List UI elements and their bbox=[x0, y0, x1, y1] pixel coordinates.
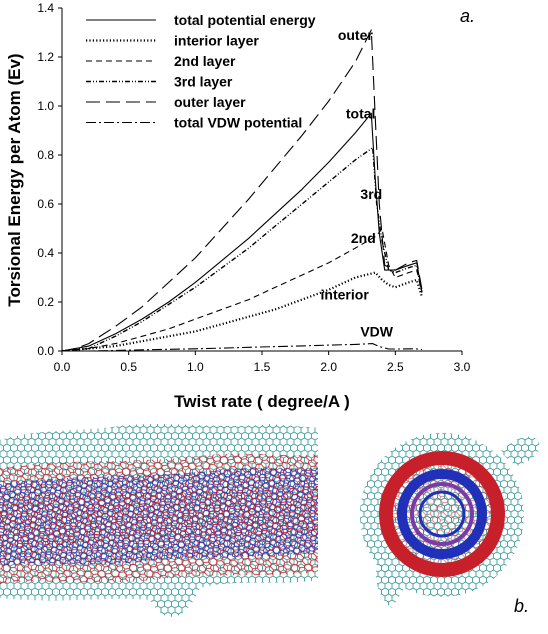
legend: total potential energy interior layer 2nd … bbox=[86, 12, 316, 131]
nanotube-cross-section bbox=[360, 433, 540, 608]
legend-entry-label: 2nd layer bbox=[174, 53, 236, 69]
series-group bbox=[62, 29, 424, 351]
series-line-solid bbox=[62, 112, 423, 351]
x-tick-label: 0.0 bbox=[54, 360, 71, 374]
x-tick-label: 1.0 bbox=[187, 360, 204, 374]
annotation-label: 3rd bbox=[360, 186, 382, 202]
panel-label-a: a. bbox=[460, 6, 475, 26]
series-line-short-dash bbox=[62, 227, 423, 351]
y-tick-label: 1.0 bbox=[37, 99, 54, 113]
legend-entry-label: total VDW potential bbox=[174, 115, 302, 131]
annotation-label: 2nd bbox=[351, 230, 376, 246]
x-tick-label: 1.5 bbox=[254, 360, 271, 374]
legend-entry-label: interior layer bbox=[174, 33, 259, 49]
annotation-label: VDW bbox=[360, 323, 393, 339]
y-axis-title: Torsional Energy per Atom (Ev) bbox=[5, 53, 24, 306]
legend-entry-label: outer layer bbox=[174, 94, 246, 110]
y-tick-label: 0.8 bbox=[37, 148, 54, 162]
x-tick-label: 3.0 bbox=[454, 360, 471, 374]
annotation-label: outer bbox=[338, 27, 374, 43]
series-line-long-dash bbox=[62, 29, 423, 351]
y-tick-label: 0.0 bbox=[37, 344, 54, 358]
legend-entry-label: 3rd layer bbox=[174, 74, 233, 90]
x-tick-label: 2.0 bbox=[320, 360, 337, 374]
series-line-dash-dot-dot bbox=[62, 146, 423, 351]
annotations: outer total 3rd 2nd interior VDW bbox=[321, 27, 394, 339]
legend-entry-label: total potential energy bbox=[174, 12, 316, 28]
panel-label-b: b. bbox=[514, 596, 529, 616]
x-tick-label: 2.5 bbox=[387, 360, 404, 374]
x-tick-label: 0.5 bbox=[120, 360, 137, 374]
annotation-label: total bbox=[346, 105, 376, 121]
y-tick-label: 1.4 bbox=[37, 1, 54, 15]
plot-area: 0.0 0.2 0.4 0.6 0.8 1.0 1.2 1.4 0.0 0.5 1.0 1.5 2.0… bbox=[5, 1, 475, 411]
y-tick-label: 0.4 bbox=[37, 246, 54, 260]
nanotube-side-view bbox=[0, 424, 318, 617]
series-line-dash-dot bbox=[62, 343, 423, 351]
y-tick-label: 1.2 bbox=[37, 50, 54, 64]
annotation-label: interior bbox=[321, 287, 370, 303]
x-axis-title: Twist rate ( degree/A ) bbox=[174, 392, 350, 411]
y-axis: 0.0 0.2 0.4 0.6 0.8 1.0 1.2 1.4 bbox=[37, 1, 63, 358]
y-tick-label: 0.6 bbox=[37, 197, 54, 211]
y-tick-label: 0.2 bbox=[37, 295, 54, 309]
x-axis: 0.0 0.5 1.0 1.5 2.0 2.5 3.0 bbox=[54, 350, 471, 374]
